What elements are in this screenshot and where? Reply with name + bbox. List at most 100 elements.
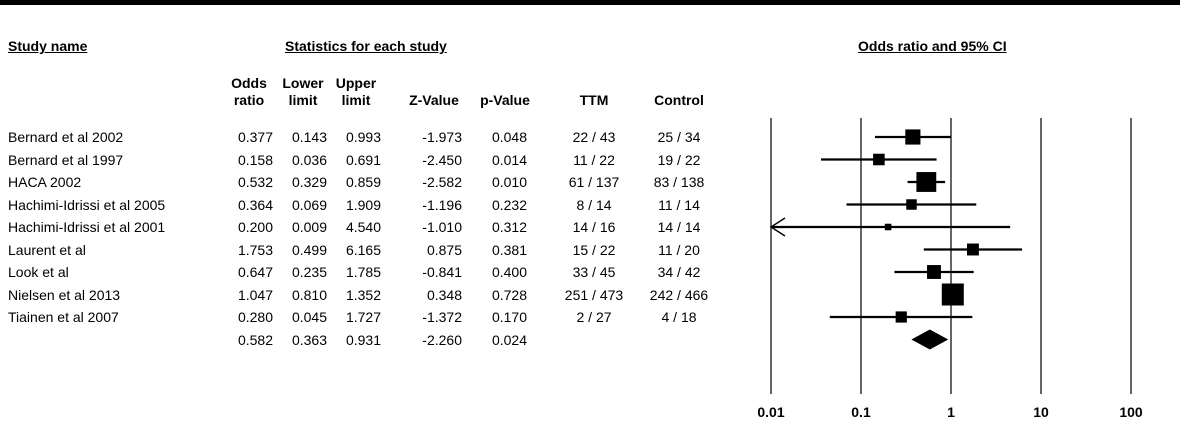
cell-p: 0.400 (491, 264, 527, 280)
column-header-upper: Upper limit (316, 75, 396, 109)
x-tick-label: 100 (1119, 404, 1143, 420)
cell-upper: 4.540 (345, 219, 381, 235)
cell-z: -1.196 (422, 196, 462, 213)
cell-lower: 0.143 (291, 129, 327, 145)
cell-control: 25 / 34 (657, 129, 701, 145)
effect-square (895, 311, 907, 323)
cell-ttm: 2 / 27 (576, 309, 612, 325)
cell-upper: 0.993 (345, 129, 381, 145)
column-header-line2: Control (654, 92, 704, 108)
study-name: Hachimi-Idrissi et al 2005 (8, 196, 166, 213)
cell-or: 0.377 (237, 129, 273, 145)
column-header-line2: TTM (579, 92, 609, 108)
cell-z: -1.372 (422, 309, 462, 325)
column-header-line2: p-Value (480, 92, 530, 108)
effect-square (884, 223, 892, 231)
x-tick-label: 0.1 (851, 404, 871, 420)
effect-square (916, 172, 937, 192)
column-header-p: p-Value (465, 75, 545, 109)
cell-ttm: 14 / 16 (572, 219, 616, 235)
cell-p: 0.381 (491, 241, 527, 258)
cell-lower: 0.329 (291, 174, 327, 190)
summary-diamond (911, 329, 949, 350)
study-name: HACA 2002 (8, 174, 82, 190)
cell-z: -2.582 (422, 174, 462, 190)
cell-lower: 0.363 (291, 331, 327, 348)
study-name: Nielsen et al 2013 (8, 286, 121, 303)
cell-upper: 0.691 (345, 151, 381, 168)
cell-or: 0.582 (237, 331, 273, 348)
cell-ttm: 251 / 473 (564, 286, 624, 303)
cell-or: 0.200 (237, 219, 273, 235)
cell-or: 1.047 (237, 286, 273, 303)
cell-or: 0.364 (237, 196, 273, 213)
cell-or: 1.753 (237, 241, 273, 258)
x-tick-label: 0.01 (757, 404, 784, 420)
cell-p: 0.010 (491, 174, 527, 190)
statistics-header: Statistics for each study (285, 38, 447, 54)
effect-square (966, 243, 979, 256)
cell-lower: 0.009 (291, 219, 327, 235)
cell-control: 14 / 14 (657, 219, 701, 235)
cell-z: -1.010 (422, 219, 462, 235)
column-header-ttm: TTM (554, 75, 634, 109)
cell-upper: 0.931 (345, 331, 381, 348)
effect-square (927, 265, 941, 279)
cell-ttm: 8 / 14 (576, 196, 612, 213)
cell-lower: 0.810 (291, 286, 327, 303)
effect-square (906, 199, 917, 210)
cell-upper: 1.352 (345, 286, 381, 303)
cell-ttm: 61 / 137 (568, 174, 620, 190)
cell-z: -0.841 (422, 264, 462, 280)
study-name-header: Study name (8, 38, 88, 54)
x-tick-label: 10 (1033, 404, 1049, 420)
study-name: Bernard et al 2002 (8, 129, 124, 145)
cell-lower: 0.499 (291, 241, 327, 258)
cell-z: 0.348 (426, 286, 462, 303)
cell-z: -2.450 (422, 151, 462, 168)
column-header-or: Odds ratio (209, 75, 289, 109)
cell-p: 0.232 (491, 196, 527, 213)
cell-z: 0.875 (426, 241, 462, 258)
cell-upper: 0.859 (345, 174, 381, 190)
top-rule (0, 0, 1180, 5)
ci-arrow (769, 217, 786, 237)
cell-control: 242 / 466 (649, 286, 709, 303)
study-name: Bernard et al 1997 (8, 151, 124, 168)
cell-p: 0.048 (491, 129, 527, 145)
column-header-line1: Odds (231, 75, 267, 91)
column-header-line2: Z-Value (409, 92, 459, 108)
column-header-line2: limit (288, 92, 318, 108)
column-header-line1: Lower (282, 75, 324, 91)
study-name: Look et al (8, 264, 69, 280)
cell-upper: 1.909 (345, 196, 381, 213)
cell-or: 0.532 (237, 174, 273, 190)
cell-p: 0.014 (491, 151, 527, 168)
column-header-line2: ratio (233, 92, 265, 108)
x-tick-label: 1 (947, 404, 955, 420)
study-name: Tiainen et al 2007 (8, 309, 119, 325)
cell-lower: 0.045 (291, 309, 327, 325)
cell-upper: 1.785 (345, 264, 381, 280)
cell-p: 0.312 (491, 219, 527, 235)
cell-or: 0.280 (237, 309, 273, 325)
cell-upper: 6.165 (345, 241, 381, 258)
cell-z: -2.260 (422, 331, 462, 348)
cell-p: 0.024 (491, 331, 527, 348)
cell-lower: 0.235 (291, 264, 327, 280)
column-header-control: Control (639, 75, 719, 109)
column-header-line2: limit (341, 92, 371, 108)
effect-square (941, 283, 964, 306)
study-name: Hachimi-Idrissi et al 2001 (8, 219, 166, 235)
cell-control: 83 / 138 (653, 174, 705, 190)
cell-ttm: 33 / 45 (572, 264, 616, 280)
cell-control: 34 / 42 (657, 264, 701, 280)
cell-or: 0.158 (237, 151, 273, 168)
cell-control: 11 / 20 (658, 241, 700, 258)
cell-upper: 1.727 (345, 309, 381, 325)
cell-lower: 0.036 (291, 151, 327, 168)
cell-ttm: 15 / 22 (572, 241, 616, 258)
cell-p: 0.170 (491, 309, 527, 325)
column-header-z: Z-Value (394, 75, 474, 109)
